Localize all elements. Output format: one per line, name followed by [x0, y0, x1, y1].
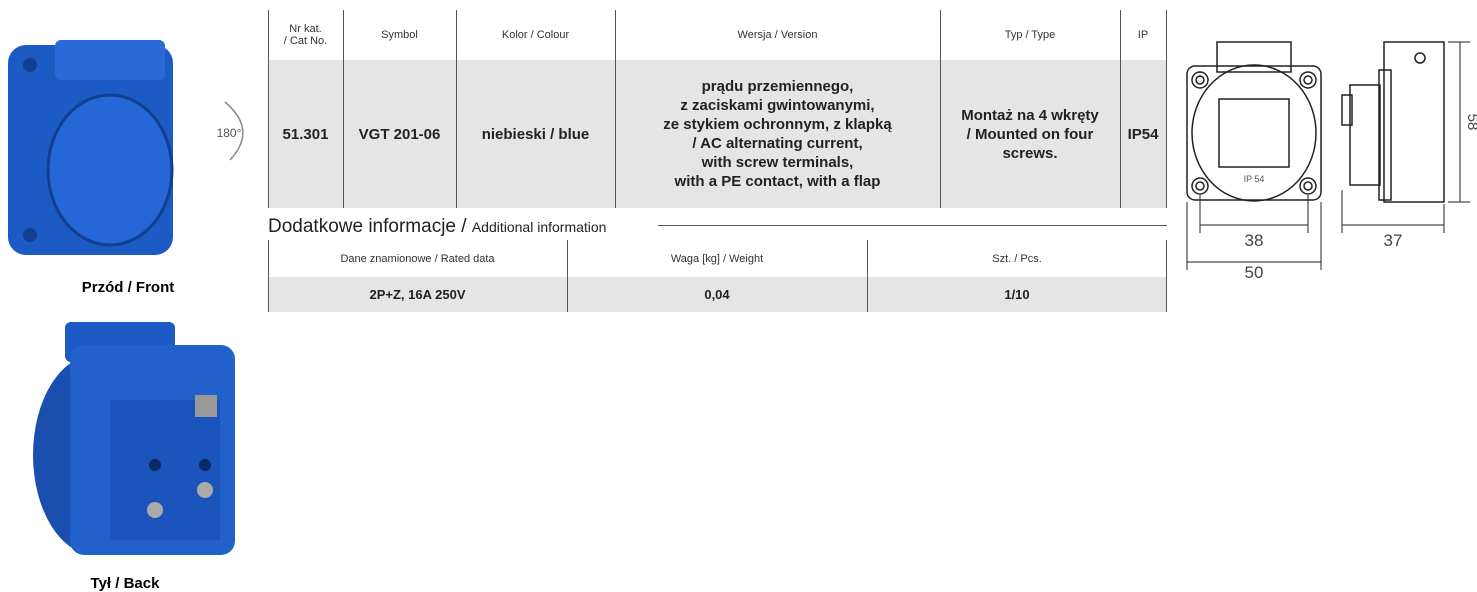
header-cell: Symbol [381, 29, 418, 41]
data-cell: Montaż na 4 wkręty / Mounted on four scr… [961, 106, 1099, 162]
row-background [268, 277, 1167, 312]
header-cell: IP [1137, 29, 1149, 41]
additional-title-pl: Dodatkowe informacje / [268, 216, 467, 237]
row-background [268, 60, 1167, 208]
back-caption: Tył / Back [91, 575, 161, 592]
front-caption: Przód / Front [82, 279, 175, 296]
col-line [268, 240, 269, 312]
dimension-label: 37 [1384, 231, 1403, 250]
data-cell: niebieski / blue [481, 125, 590, 143]
data-cell: 0,04 [704, 287, 730, 302]
col-line [268, 10, 269, 208]
header-cell: Dane znamionowe / Rated data [340, 252, 495, 265]
front-image [8, 40, 174, 255]
header-cell: Typ / Type [1004, 29, 1056, 41]
header-cell: Szt. / Pcs. [992, 252, 1042, 265]
rotation-label: 180° [217, 126, 242, 140]
rotation-arrow [224, 101, 244, 161]
dimension-label: 50 [1245, 263, 1264, 282]
col-line [1166, 10, 1167, 208]
data-cell: VGT 201-06 [358, 125, 441, 143]
drawing-label: IP 54 [1244, 174, 1265, 184]
product-images: Przód / Front 180° Tył / Back [8, 40, 244, 592]
data-cell: 1/10 [1004, 287, 1030, 302]
data-cell: 2P+Z, 16A 250V [369, 287, 466, 302]
dimension-label: 38 [1245, 231, 1264, 250]
technical-drawing: IP 54 38 50 37 58 [1186, 41, 1477, 282]
col-line [343, 10, 344, 208]
col-line [1166, 240, 1167, 312]
col-line [1120, 10, 1121, 208]
col-line [867, 240, 868, 312]
header-cell: Nr kat. / Cat No. [283, 23, 328, 47]
additional-table: Dane znamionowe / Rated data Waga [kg] /… [268, 240, 1167, 312]
data-cell: IP54 [1127, 125, 1159, 143]
additional-title: Dodatkowe informacje / Additional inform… [268, 216, 606, 238]
separator [658, 225, 1167, 226]
col-line [456, 10, 457, 208]
data-cell: prądu przemiennego, z zaciskami gwintowa… [663, 78, 892, 190]
spec-table: Nr kat. / Cat No. Symbol Kolor / Colour … [268, 10, 1167, 208]
header-cell: Kolor / Colour [501, 29, 570, 41]
back-image [33, 322, 235, 555]
col-line [940, 10, 941, 208]
header-cell: Waga [kg] / Weight [670, 252, 764, 265]
col-line [615, 10, 616, 208]
col-line [567, 240, 568, 312]
additional-title-en: Additional information [471, 219, 607, 235]
header-cell: Wersja / Version [737, 29, 818, 41]
data-cell: 51.301 [282, 125, 329, 143]
dimension-label: 58 [1464, 114, 1477, 131]
